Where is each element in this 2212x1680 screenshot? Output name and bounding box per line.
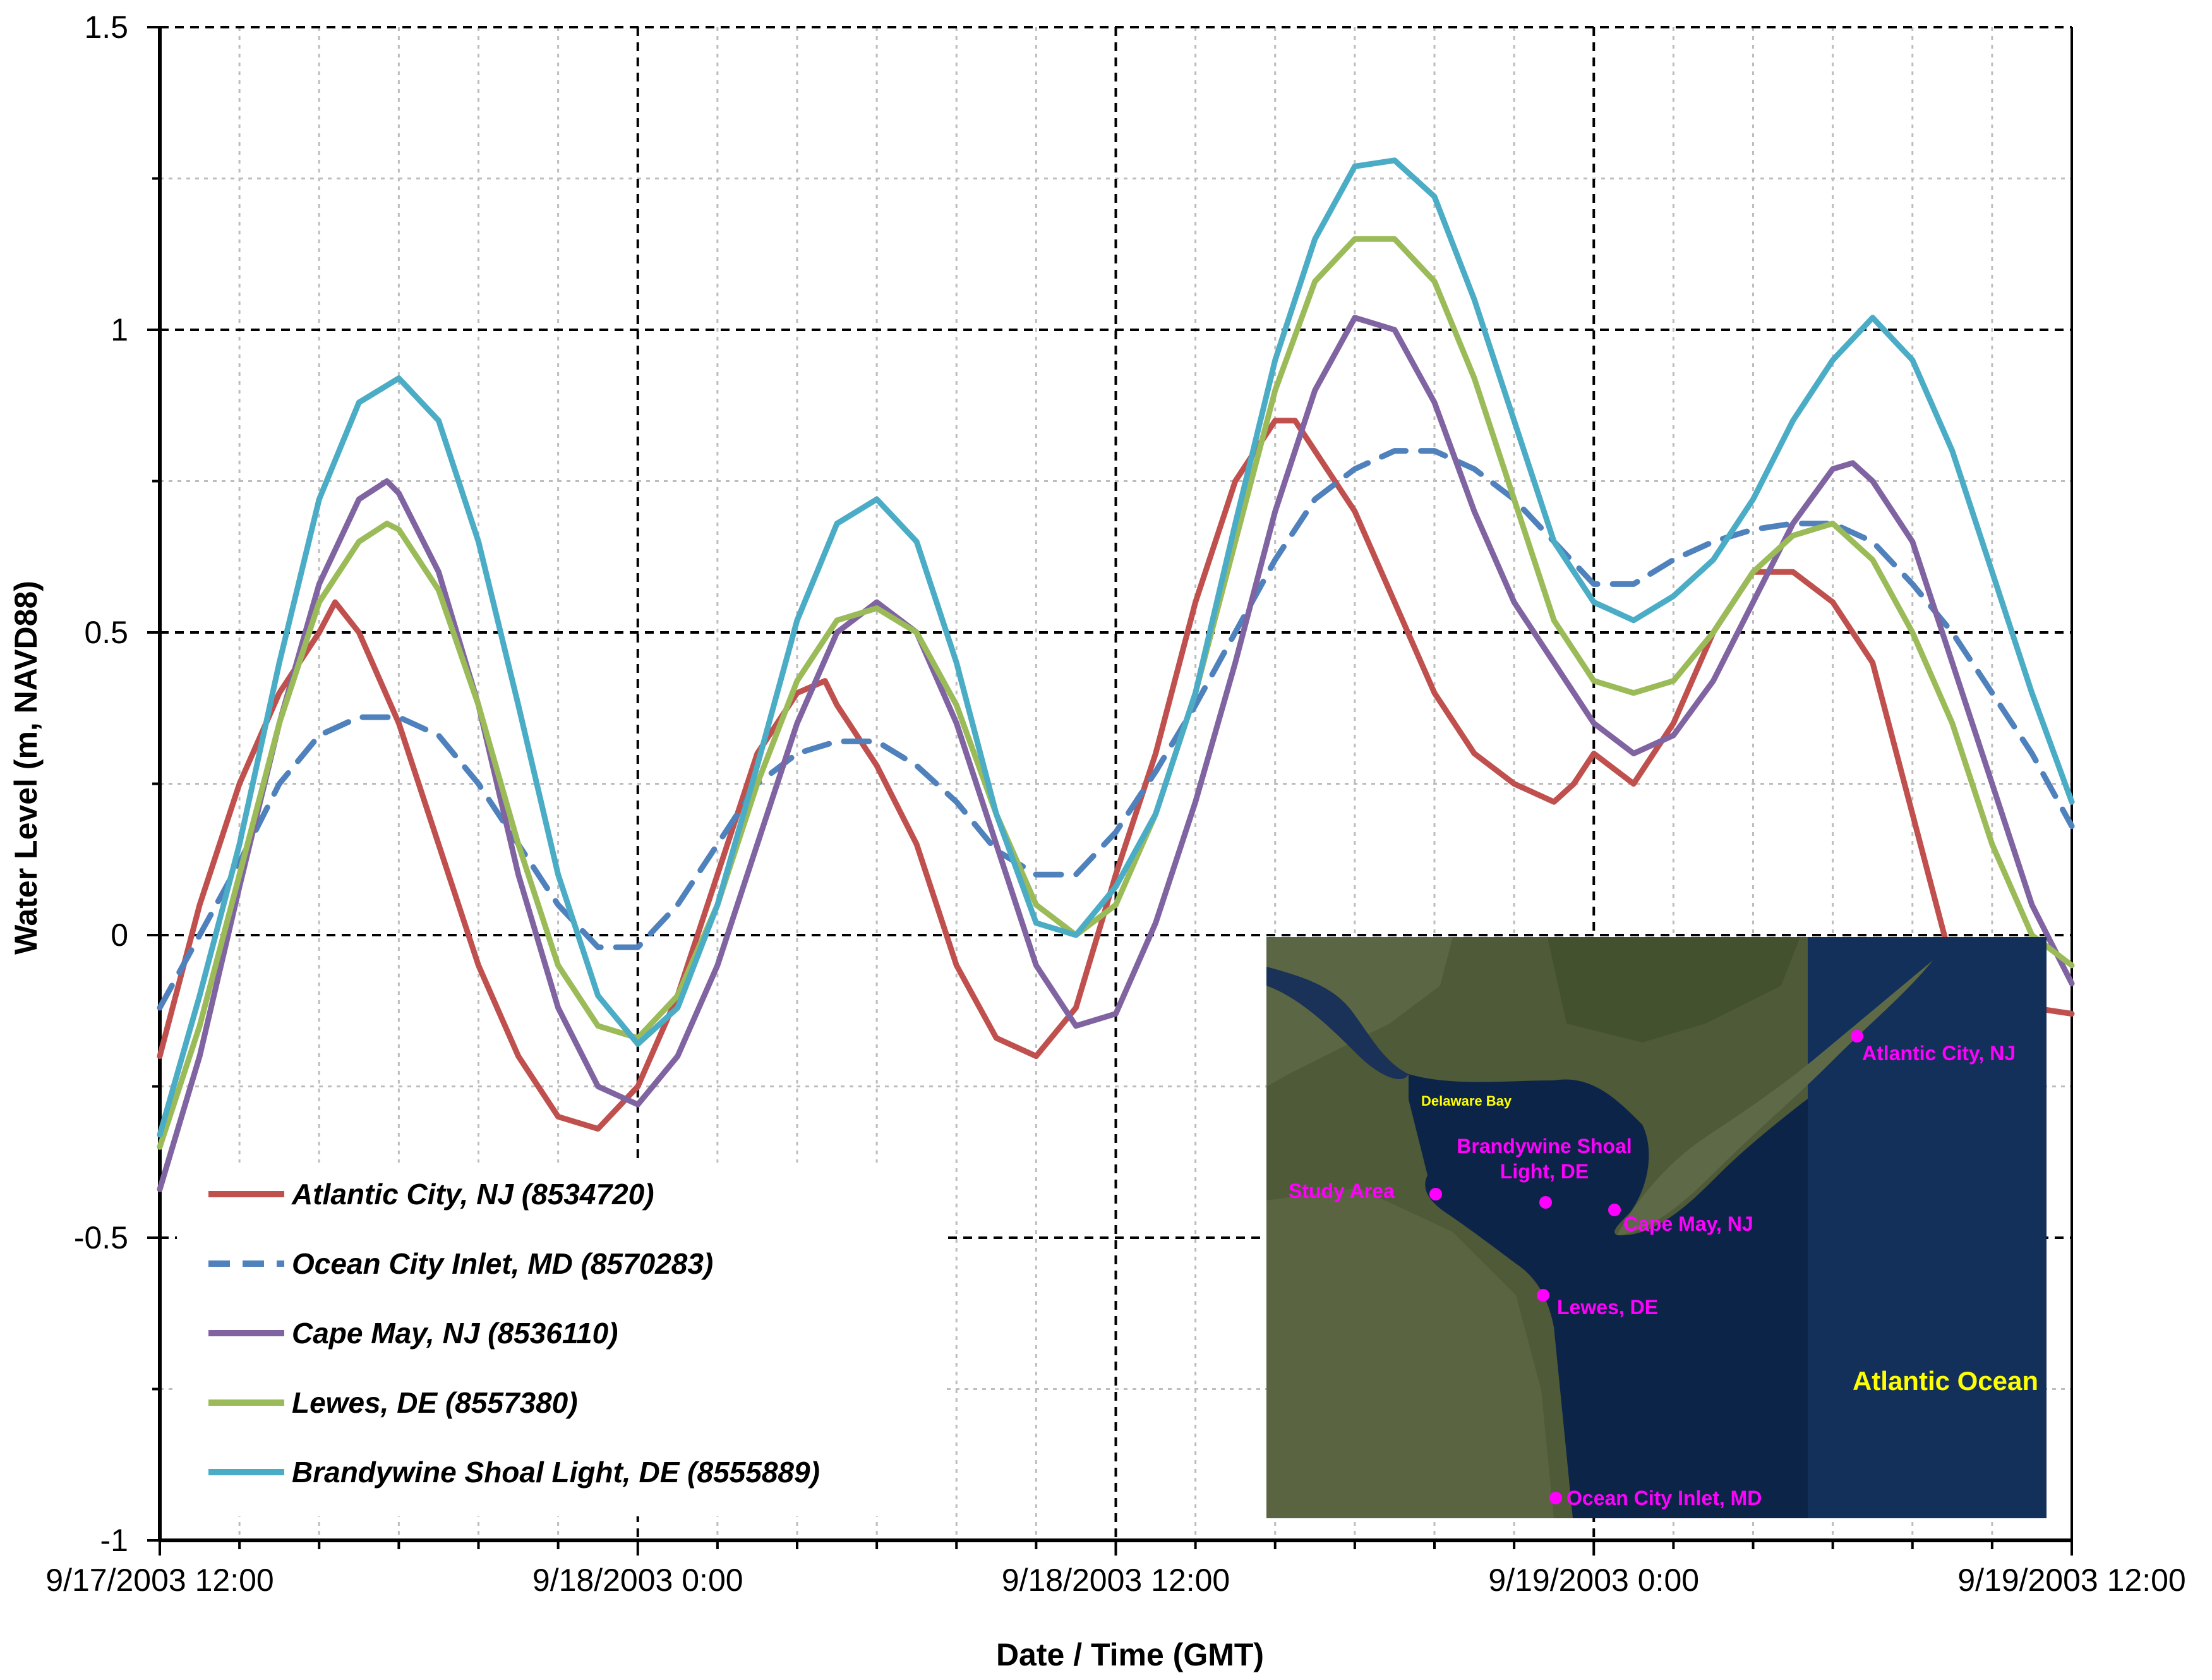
y-tick-label: 0.5 [84, 615, 128, 650]
series-line [157, 418, 2075, 1132]
map-land-patch [1548, 937, 1800, 1042]
lewes-label: Lewes, DE [1557, 1296, 1658, 1319]
cape-may-marker [1608, 1204, 1621, 1216]
plot-lines [157, 157, 2075, 1192]
atlantic-city-marker [1851, 1030, 1863, 1042]
series-line [157, 448, 2075, 1011]
x-tick-label: 9/19/2003 0:00 [1488, 1562, 1699, 1598]
inset-map: Delaware Bay Brandywine Shoal Light, DE … [1266, 937, 2047, 1518]
cape-may-label: Cape May, NJ [1623, 1212, 1753, 1235]
y-tick-label: 1.5 [84, 9, 128, 45]
legend-label: Atlantic City, NJ (8534720) [291, 1178, 654, 1211]
atlantic-ocean-label: Atlantic Ocean [1853, 1366, 2038, 1396]
y-tick-label: -1 [100, 1523, 128, 1558]
map-cape-may [1617, 960, 1933, 1235]
axes: 9/17/2003 12:00 9/18/2003 0:00 9/18/2003 1… [45, 9, 2185, 1598]
x-tick-label: 9/18/2003 0:00 [532, 1562, 743, 1598]
y-tick-label: 1 [111, 312, 128, 347]
atlantic-city-label: Atlantic City, NJ [1862, 1042, 2016, 1065]
y-tick-label: -0.5 [74, 1220, 128, 1255]
brandywine-label-2: Light, DE [1500, 1160, 1589, 1183]
ocean-city-marker [1549, 1492, 1562, 1504]
study-area-marker [1429, 1188, 1442, 1200]
series-line [157, 236, 2075, 1150]
y-tick-label: 0 [111, 917, 128, 953]
map-ocean [1808, 937, 2047, 1518]
map-land-patch [1266, 937, 1453, 1087]
map-river [1266, 967, 1409, 1080]
lewes-marker [1537, 1289, 1549, 1302]
ocean-city-label: Ocean City Inlet, MD [1566, 1487, 1762, 1509]
x-tick-label: 9/18/2003 12:00 [1002, 1562, 1230, 1598]
x-tick-label: 9/17/2003 12:00 [45, 1562, 273, 1598]
x-tick-label: 9/19/2003 12:00 [1957, 1562, 2185, 1598]
delaware-bay-label: Delaware Bay [1421, 1093, 1512, 1109]
y-axis-title: Water Level (m, NAVD88) [8, 581, 44, 955]
map-land-patch [1266, 1188, 1554, 1518]
legend-label: Lewes, DE (8557380) [292, 1386, 578, 1419]
legend: Atlantic City, NJ (8534720) Ocean City In… [177, 1163, 944, 1516]
legend-label: Ocean City Inlet, MD (8570283) [292, 1247, 713, 1280]
legend-label: Cape May, NJ (8536110) [292, 1317, 618, 1350]
brandywine-marker [1539, 1196, 1552, 1209]
study-area-label: Study Area [1289, 1180, 1395, 1202]
brandywine-label: Brandywine Shoal [1457, 1135, 1632, 1157]
legend-label: Brandywine Shoal Light, DE (8555889) [292, 1456, 820, 1489]
x-axis-title: Date / Time (GMT) [996, 1637, 1264, 1672]
series-line [157, 157, 2075, 1138]
